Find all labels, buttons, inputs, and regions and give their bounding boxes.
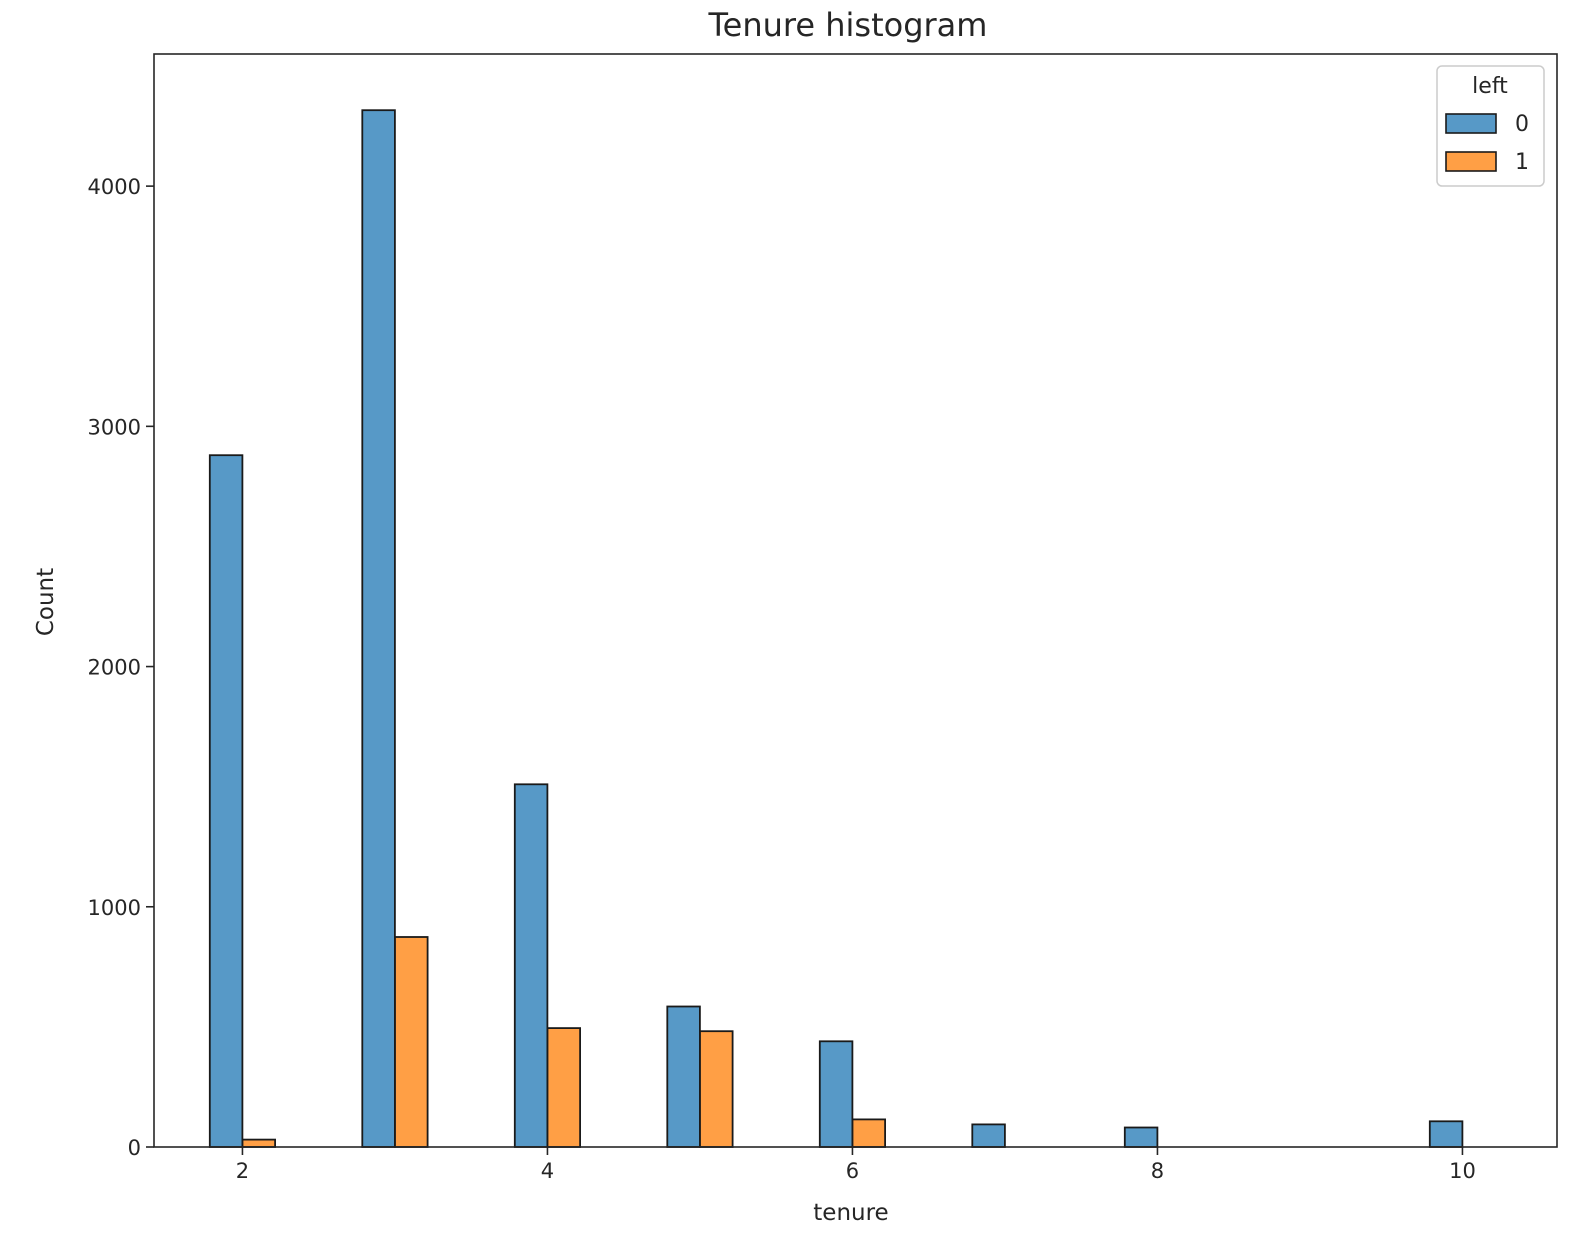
bars-group: [208, 109, 1464, 1148]
bar-left-0-tenure-5: [666, 1005, 701, 1148]
legend-swatch-1: [1445, 151, 1497, 172]
y-tick-label-1000: 1000: [88, 896, 141, 920]
x-tick-label-4: 4: [541, 1159, 554, 1183]
bar-left-0-tenure-6: [818, 1040, 854, 1148]
bar-left-0-tenure-2: [208, 454, 244, 1148]
bar-left-0-tenure-4: [513, 783, 549, 1148]
y-tick-label-4000: 4000: [88, 175, 141, 199]
bar-left-0-tenure-10: [1428, 1120, 1464, 1148]
x-axis-label: tenure: [813, 1200, 888, 1226]
legend-swatch-0: [1445, 113, 1497, 134]
x-tick-label-6: 6: [846, 1159, 859, 1183]
bar-left-1-tenure-2: [241, 1138, 276, 1148]
y-axis: 0 1000 2000 3000 4000: [88, 175, 154, 1160]
y-tick-label-2000: 2000: [88, 656, 141, 680]
bar-left-0-tenure-3: [361, 109, 396, 1148]
legend-label-0: 0: [1515, 112, 1529, 137]
legend-label-1: 1: [1515, 150, 1529, 175]
legend: left 01: [1436, 65, 1545, 187]
legend-title: left: [1472, 74, 1508, 99]
y-tick-label-0: 0: [128, 1136, 141, 1160]
bar-left-1-tenure-5: [699, 1030, 734, 1148]
plot-frame: [153, 53, 1558, 1148]
x-tick-label-10: 10: [1449, 1159, 1476, 1183]
bar-left-0-tenure-8: [1123, 1126, 1159, 1148]
chart-title: Tenure histogram: [708, 6, 988, 44]
bar-left-1-tenure-6: [851, 1118, 886, 1148]
x-tick-label-2: 2: [236, 1159, 249, 1183]
bar-left-1-tenure-4: [546, 1027, 581, 1148]
x-tick-label-8: 8: [1151, 1159, 1164, 1183]
legend-entries: 01: [1445, 112, 1529, 175]
x-axis: 2 4 6 8 10: [236, 1147, 1476, 1183]
bar-left-1-tenure-3: [394, 936, 429, 1148]
y-tick-label-3000: 3000: [88, 415, 141, 439]
bar-left-0-tenure-7: [971, 1123, 1006, 1148]
y-axis-label: Count: [33, 568, 59, 636]
